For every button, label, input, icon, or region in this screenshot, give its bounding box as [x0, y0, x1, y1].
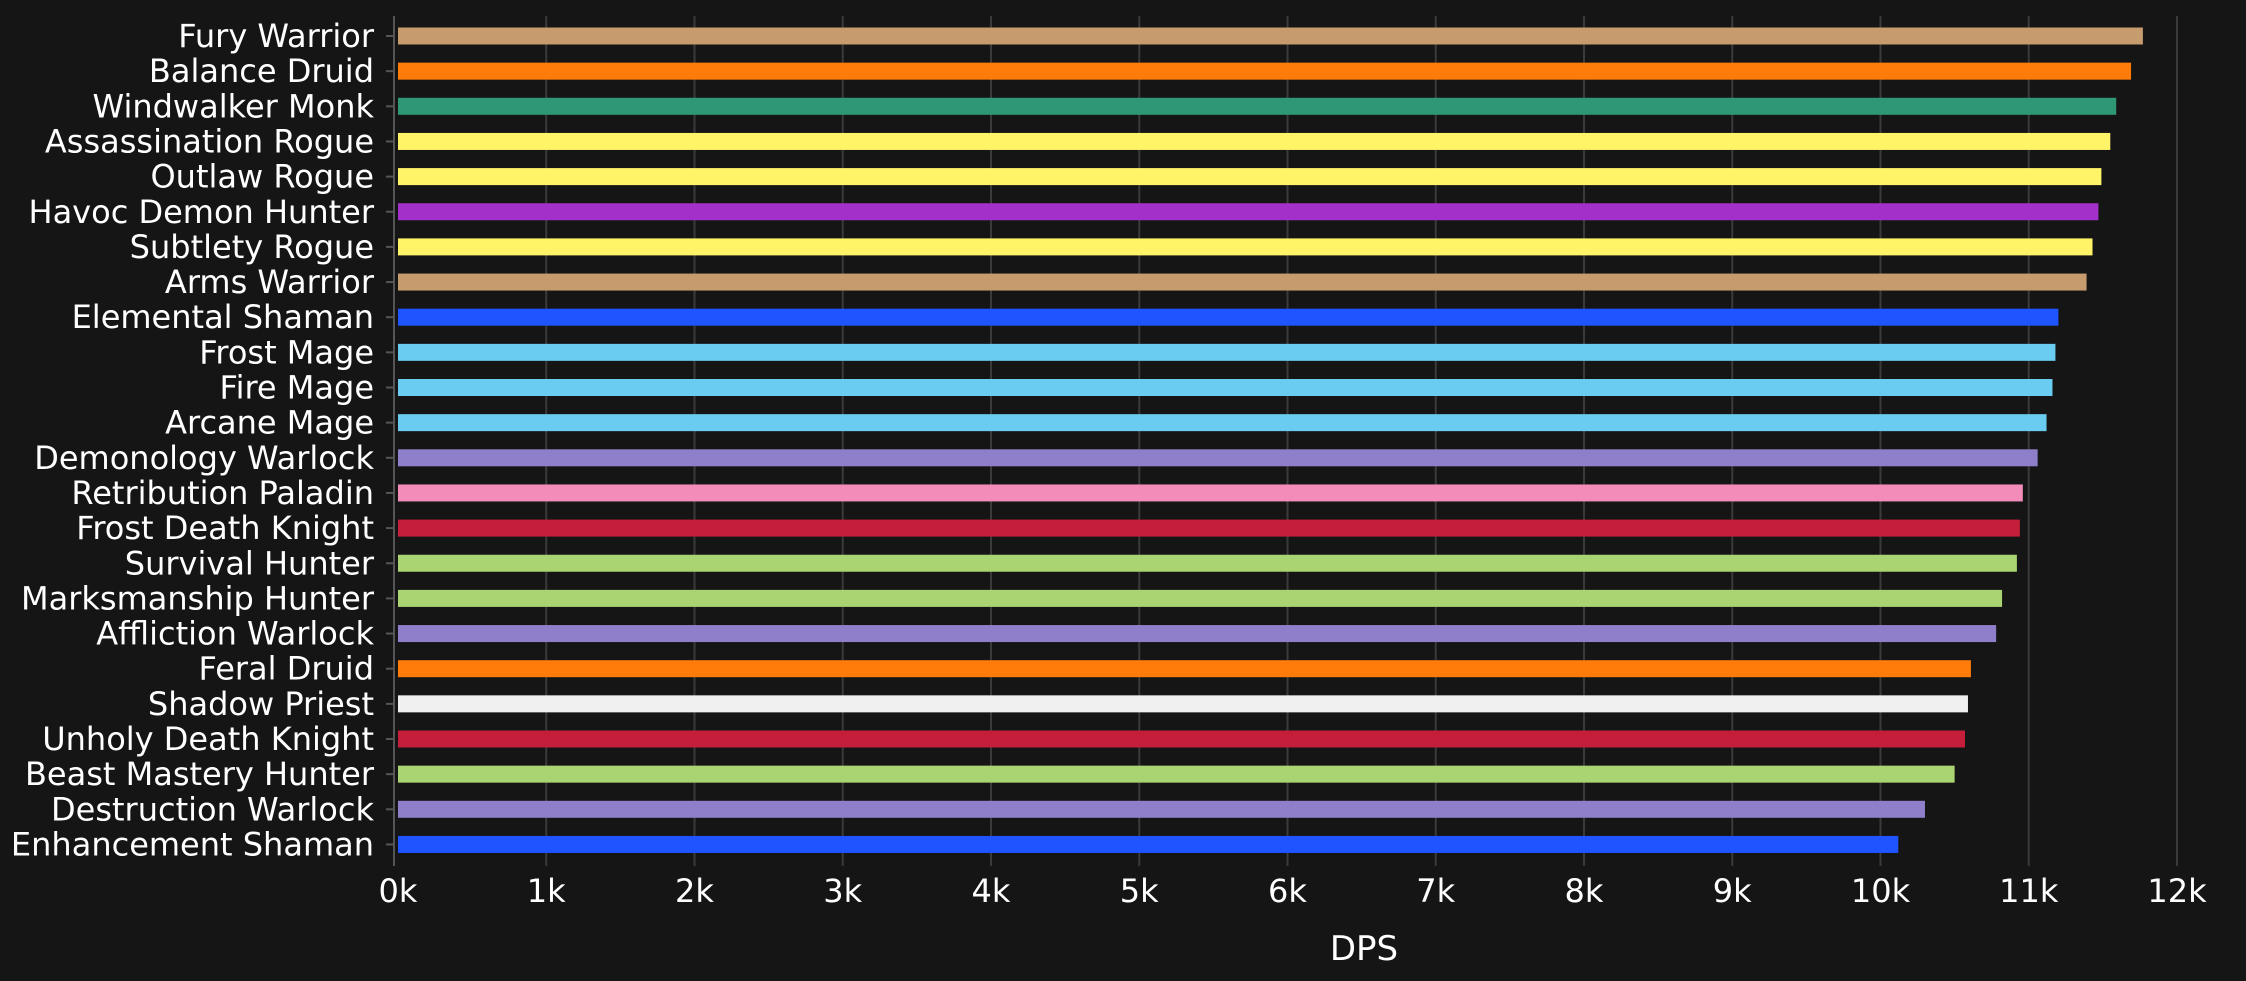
x-tick-label: 9k: [1713, 872, 1752, 910]
category-label: Arms Warrior: [165, 263, 375, 301]
category-label: Affliction Warlock: [96, 615, 374, 653]
bar[interactable]: [398, 414, 2047, 432]
bar[interactable]: [398, 519, 2020, 537]
bar[interactable]: [398, 238, 2093, 256]
category-label: Frost Mage: [199, 333, 374, 371]
bar[interactable]: [398, 625, 1997, 643]
x-tick-label: 0k: [379, 872, 418, 910]
bar[interactable]: [398, 168, 2102, 186]
category-label: Elemental Shaman: [72, 298, 374, 336]
x-tick-label: 1k: [527, 872, 566, 910]
x-axis-title: DPS: [1330, 929, 1398, 969]
bar[interactable]: [398, 62, 2132, 80]
grid-layer: [545, 16, 2178, 867]
category-label: Unholy Death Knight: [42, 720, 374, 758]
bar[interactable]: [398, 695, 1968, 713]
bar[interactable]: [398, 589, 2003, 607]
x-tick-label: 5k: [1120, 872, 1159, 910]
bar[interactable]: [398, 660, 1971, 678]
bar[interactable]: [398, 273, 2087, 291]
bar[interactable]: [398, 379, 2053, 396]
category-label: Demonology Warlock: [34, 439, 374, 477]
category-label: Beast Mastery Hunter: [25, 755, 375, 793]
category-label: Fury Warrior: [178, 17, 375, 55]
bar[interactable]: [398, 97, 2117, 115]
category-label: Marksmanship Hunter: [21, 579, 375, 617]
x-tick-label: 4k: [972, 872, 1011, 910]
x-tick-label: 2k: [675, 872, 714, 910]
x-tick-label: 6k: [1268, 872, 1307, 910]
bar[interactable]: [398, 27, 2143, 45]
category-label: Havoc Demon Hunter: [29, 193, 375, 231]
category-label: Assassination Rogue: [45, 122, 374, 160]
category-label: Balance Druid: [149, 52, 374, 90]
x-tick-label: 8k: [1565, 872, 1604, 910]
category-label: Fire Mage: [220, 369, 375, 407]
category-label: Survival Hunter: [125, 544, 375, 582]
bar[interactable]: [398, 449, 2038, 467]
bar[interactable]: [398, 765, 1955, 783]
category-label: Outlaw Rogue: [150, 158, 374, 196]
bar[interactable]: [398, 343, 2056, 361]
bar[interactable]: [398, 308, 2059, 326]
category-label: Windwalker Monk: [93, 87, 375, 125]
x-tick-label: 10k: [1851, 872, 1911, 910]
category-label: Frost Death Knight: [76, 509, 374, 547]
category-label: Feral Druid: [199, 650, 374, 688]
x-tick-label: 11k: [1999, 872, 2059, 910]
bar[interactable]: [398, 835, 1899, 853]
category-label: Enhancement Shaman: [11, 825, 374, 863]
axis-layer: [386, 16, 395, 867]
bar[interactable]: [398, 730, 1966, 748]
bar[interactable]: [398, 800, 1925, 818]
category-label: Destruction Warlock: [51, 790, 374, 828]
bars-layer: [398, 27, 2143, 853]
bar[interactable]: [398, 203, 2099, 221]
bar[interactable]: [398, 554, 2017, 572]
category-label: Subtlety Rogue: [130, 228, 374, 266]
x-tick-label: 7k: [1416, 872, 1455, 910]
category-label: Retribution Paladin: [71, 474, 374, 512]
x-tick-label: 12k: [2147, 872, 2207, 910]
bar[interactable]: [398, 132, 2111, 150]
labels-layer: 0k 1k 2k 3k 4k 5k 6k 7k 8k 9k 10k 11k 12k Fury Warrio…: [11, 17, 2207, 910]
category-label: Shadow Priest: [148, 685, 374, 723]
x-tick-label: 3k: [823, 872, 862, 910]
bar[interactable]: [398, 484, 2023, 502]
category-label: Arcane Mage: [165, 404, 374, 442]
